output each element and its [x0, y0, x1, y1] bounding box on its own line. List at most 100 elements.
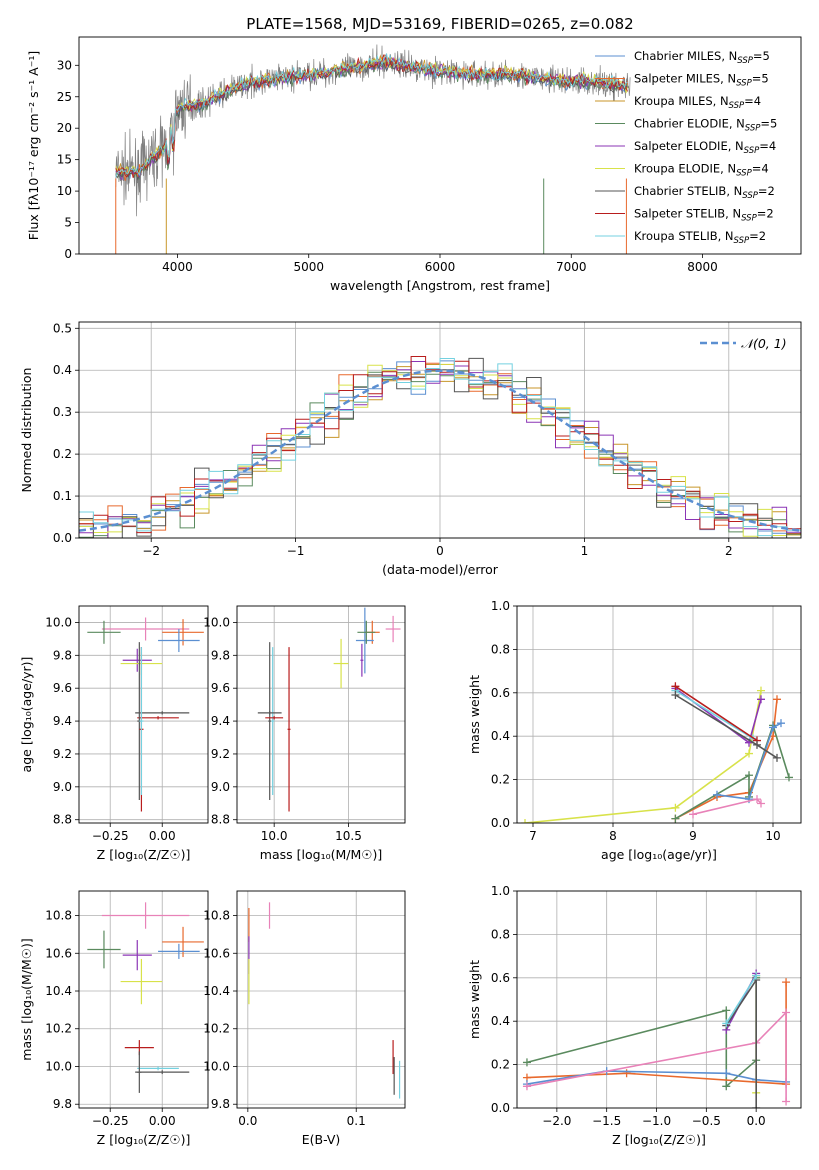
x-axis-label: Z [log₁₀(Z/Z☉)]	[97, 847, 191, 862]
legend-entry: Kroupa STELIB, NSSP=2	[634, 229, 766, 246]
x-axis-label: Z [log₁₀(Z/Z☉)]	[612, 1132, 706, 1147]
y-tick-label: 0.2	[53, 447, 72, 461]
x-axis-label: E(B-V)	[302, 1132, 341, 1147]
weight-point	[752, 1104, 761, 1108]
weight-series-line	[674, 685, 758, 742]
plot-area-weight-vs-age	[521, 682, 793, 823]
y-tick-label: 9.4	[211, 714, 230, 728]
x-tick-label: −0.25	[92, 829, 129, 843]
y-tick-label: 10.8	[203, 909, 230, 923]
axes-frame	[236, 890, 406, 1109]
x-tick-label: −2.0	[542, 1114, 571, 1128]
y-tick-label: 10.6	[203, 946, 230, 960]
x-tick-label: −0.5	[692, 1114, 721, 1128]
weight-series-line	[524, 690, 762, 823]
x-tick-label: 10	[765, 829, 780, 843]
panel-weight-vs-age: 7 8 9 10 0.0 0.2 0.4 0.6 0.8 1.0 age [log₁₀(age/yr…	[467, 599, 802, 862]
y-tick-label: 0.6	[491, 686, 510, 700]
axes-frame	[78, 321, 802, 539]
weight-series-line	[716, 722, 782, 800]
x-tick-label: 0.0	[747, 1114, 766, 1128]
legend-entry: Chabrier MILES, NSSP=5	[634, 49, 770, 66]
y-tick-label: 9.2	[211, 747, 230, 761]
weight-point	[671, 682, 680, 691]
y-tick-label: 10.0	[203, 615, 230, 629]
legend-entry: Salpeter MILES, NSSP=5	[634, 72, 769, 89]
weight-series-line	[526, 977, 757, 1089]
y-tick-label: 20	[57, 121, 72, 135]
x-tick-label: 0.00	[149, 1114, 176, 1128]
y-tick-label: 10.2	[45, 1022, 72, 1036]
plot-area-weight-vs-Z	[522, 969, 791, 1108]
weight-point	[753, 795, 761, 804]
legend-entry: Kroupa MILES, NSSP=4	[634, 94, 761, 111]
legend-entry: Chabrier ELODIE, NSSP=5	[634, 117, 777, 134]
weight-series-line	[725, 975, 757, 1024]
y-tick-label: 0.6	[491, 971, 510, 985]
x-axis-label: Z [log₁₀(Z/Z☉)]	[97, 1132, 191, 1147]
y-tick-label: 9.8	[53, 648, 72, 662]
y-tick-label: 0.4	[53, 363, 72, 377]
y-tick-label: 10.4	[45, 984, 72, 998]
x-tick-label: 8000	[687, 260, 718, 274]
y-tick-label: 9.0	[53, 780, 72, 794]
x-tick-label: 9	[689, 829, 697, 843]
x-tick-label: 5000	[293, 260, 324, 274]
y-tick-label: 0.0	[53, 531, 72, 545]
weight-point	[785, 773, 793, 782]
model-spectrum-kroupa-stelib	[115, 52, 628, 178]
x-tick-label: 2	[725, 544, 733, 558]
x-tick-label: −0.25	[92, 1114, 129, 1128]
weight-point	[671, 803, 680, 812]
y-tick-label: 9.0	[211, 780, 230, 794]
plot-area-residuals	[79, 356, 801, 538]
y-tick-label: 0.4	[491, 1014, 510, 1028]
figure-title: PLATE=1568, MJD=53169, FIBERID=0265, z=0…	[246, 15, 633, 33]
y-tick-label: 10.0	[45, 1059, 72, 1073]
plot-area-mass-vs-EBV	[248, 902, 401, 1099]
y-axis-label: mass [log₁₀(M/M☉)]	[19, 938, 34, 1060]
panel-age-vs-Z: −0.25 0.00 8.8 9.0 9.2 9.4 9.6 9.8 10.0 Z [log₁₀(…	[19, 605, 209, 862]
panel-mass-vs-Z: −0.25 0.00 9.8 10.0 10.2 10.4 10.6 10.8 Z [log₁₀…	[19, 890, 209, 1147]
weight-point	[522, 1082, 531, 1091]
weight-point	[722, 1006, 731, 1015]
y-axis-label: age [log₁₀(age/yr)]	[19, 657, 34, 773]
y-tick-label: 5	[64, 216, 72, 230]
panel-residuals: −2 −1 0 1 2 0.0 0.1 0.2 0.3 0.4 0.5 (data-model)/er…	[19, 321, 802, 577]
x-tick-label: 0.00	[149, 829, 176, 843]
weight-point	[713, 790, 721, 799]
weight-point	[782, 978, 791, 987]
y-tick-label: 0.2	[491, 1058, 510, 1072]
panel-spectrum: 4000 5000 6000 7000 8000 0 5 10 15 20 25 30 waveleng…	[26, 36, 802, 293]
weight-point	[745, 771, 753, 780]
axes-frame	[236, 605, 406, 824]
y-tick-label: 9.6	[211, 681, 230, 695]
weight-series-line	[526, 1010, 787, 1102]
model-spectrum-salpeter-stelib	[115, 54, 629, 179]
weight-point	[782, 1097, 791, 1106]
y-axis-label: mass weight	[467, 675, 482, 754]
weight-point	[773, 695, 781, 704]
y-tick-label: 1.0	[491, 884, 510, 898]
weight-point	[722, 1019, 731, 1028]
residual-histogram	[79, 364, 801, 538]
x-tick-label: −1.0	[642, 1114, 671, 1128]
legend-entry: Kroupa ELODIE, NSSP=4	[634, 162, 769, 179]
weight-point	[521, 819, 529, 823]
y-tick-label: 10.0	[45, 615, 72, 629]
normal-curve	[79, 369, 801, 532]
weight-point	[722, 1082, 731, 1091]
plot-area-mass-vs-Z	[87, 902, 204, 1093]
y-axis-label: Normed distribution	[19, 368, 34, 493]
weight-point	[522, 1058, 531, 1067]
weight-point	[782, 1008, 791, 1017]
y-tick-label: 0.4	[491, 729, 510, 743]
weight-point	[722, 1069, 731, 1078]
y-tick-label: 9.6	[53, 681, 72, 695]
x-tick-label: 6000	[425, 260, 456, 274]
weight-point	[752, 971, 761, 980]
y-axis-label: mass weight	[467, 960, 482, 1039]
y-tick-label: 0.0	[491, 1101, 510, 1115]
residual-histogram	[79, 361, 801, 538]
x-tick-label: −1.5	[592, 1114, 621, 1128]
